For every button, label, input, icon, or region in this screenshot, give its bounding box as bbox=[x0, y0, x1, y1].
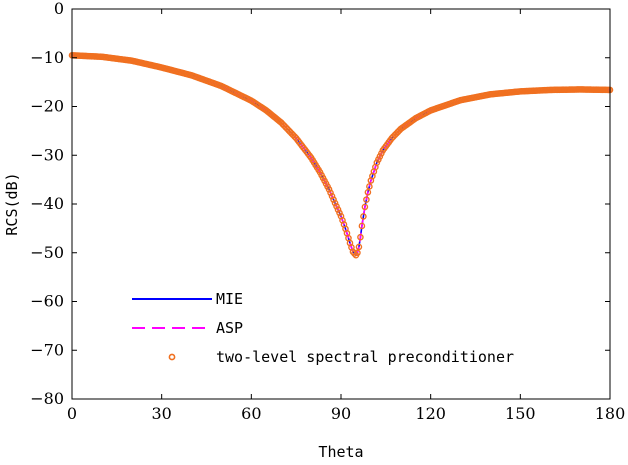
y-tick-label: −70 bbox=[30, 340, 64, 359]
data-point bbox=[333, 203, 340, 210]
data-point bbox=[330, 196, 337, 203]
y-tick-label: −80 bbox=[30, 389, 64, 408]
data-point bbox=[334, 206, 342, 213]
data-point bbox=[358, 222, 366, 230]
x-tick-label: 30 bbox=[151, 404, 171, 423]
x-tick-label: 150 bbox=[505, 404, 536, 423]
y-tick-label: −30 bbox=[30, 145, 64, 164]
plot-marks bbox=[68, 52, 614, 259]
x-tick-label: 60 bbox=[241, 404, 261, 423]
legend-label: MIE bbox=[216, 290, 243, 308]
data-point bbox=[360, 213, 367, 220]
y-tick-label: 0 bbox=[54, 0, 64, 18]
data-point bbox=[363, 196, 370, 203]
data-point bbox=[366, 183, 373, 190]
legend-marker bbox=[168, 353, 176, 361]
x-tick-label: 120 bbox=[415, 404, 446, 423]
y-axis-label: RCS(dB) bbox=[3, 172, 21, 235]
y-tick-label: −50 bbox=[30, 243, 64, 262]
y-tick-label: −20 bbox=[30, 97, 64, 116]
data-point bbox=[357, 233, 364, 241]
legend-label: ASP bbox=[216, 319, 243, 337]
x-tick-label: 90 bbox=[331, 404, 351, 423]
data-point bbox=[327, 189, 334, 197]
data-point bbox=[354, 249, 361, 257]
data-point bbox=[364, 188, 372, 196]
y-tick-label: −10 bbox=[30, 48, 64, 67]
data-point bbox=[328, 192, 336, 200]
data-point bbox=[355, 243, 363, 251]
legend-label: two-level spectral preconditioner bbox=[216, 348, 514, 366]
axis-ticks: 0 30 60 90 120 150 180 0 −10 −20 −30 −40 −50 −60 −70 −8… bbox=[30, 0, 625, 423]
data-point bbox=[361, 203, 369, 211]
legend: MIE ASP two-level spectral preconditioner bbox=[132, 290, 514, 366]
x-tick-label: 180 bbox=[595, 404, 626, 423]
x-tick-label: 0 bbox=[67, 404, 77, 423]
y-tick-label: −40 bbox=[30, 194, 64, 213]
data-point bbox=[336, 209, 343, 217]
y-tick-label: −60 bbox=[30, 292, 64, 311]
x-axis-label: Theta bbox=[318, 443, 363, 461]
data-point bbox=[331, 199, 339, 207]
data-point bbox=[325, 186, 333, 193]
